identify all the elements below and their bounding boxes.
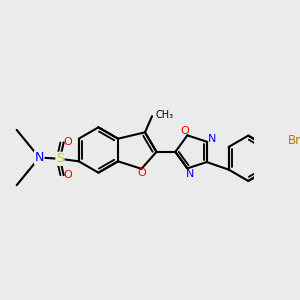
Text: N: N: [186, 169, 194, 179]
Text: N: N: [34, 151, 44, 164]
Text: O: O: [64, 170, 73, 180]
Text: CH₃: CH₃: [156, 110, 174, 120]
Text: N: N: [208, 134, 216, 144]
Text: O: O: [180, 126, 189, 136]
Text: O: O: [64, 137, 73, 147]
Text: O: O: [137, 168, 146, 178]
Text: S: S: [56, 152, 64, 165]
Text: Br: Br: [288, 134, 300, 147]
